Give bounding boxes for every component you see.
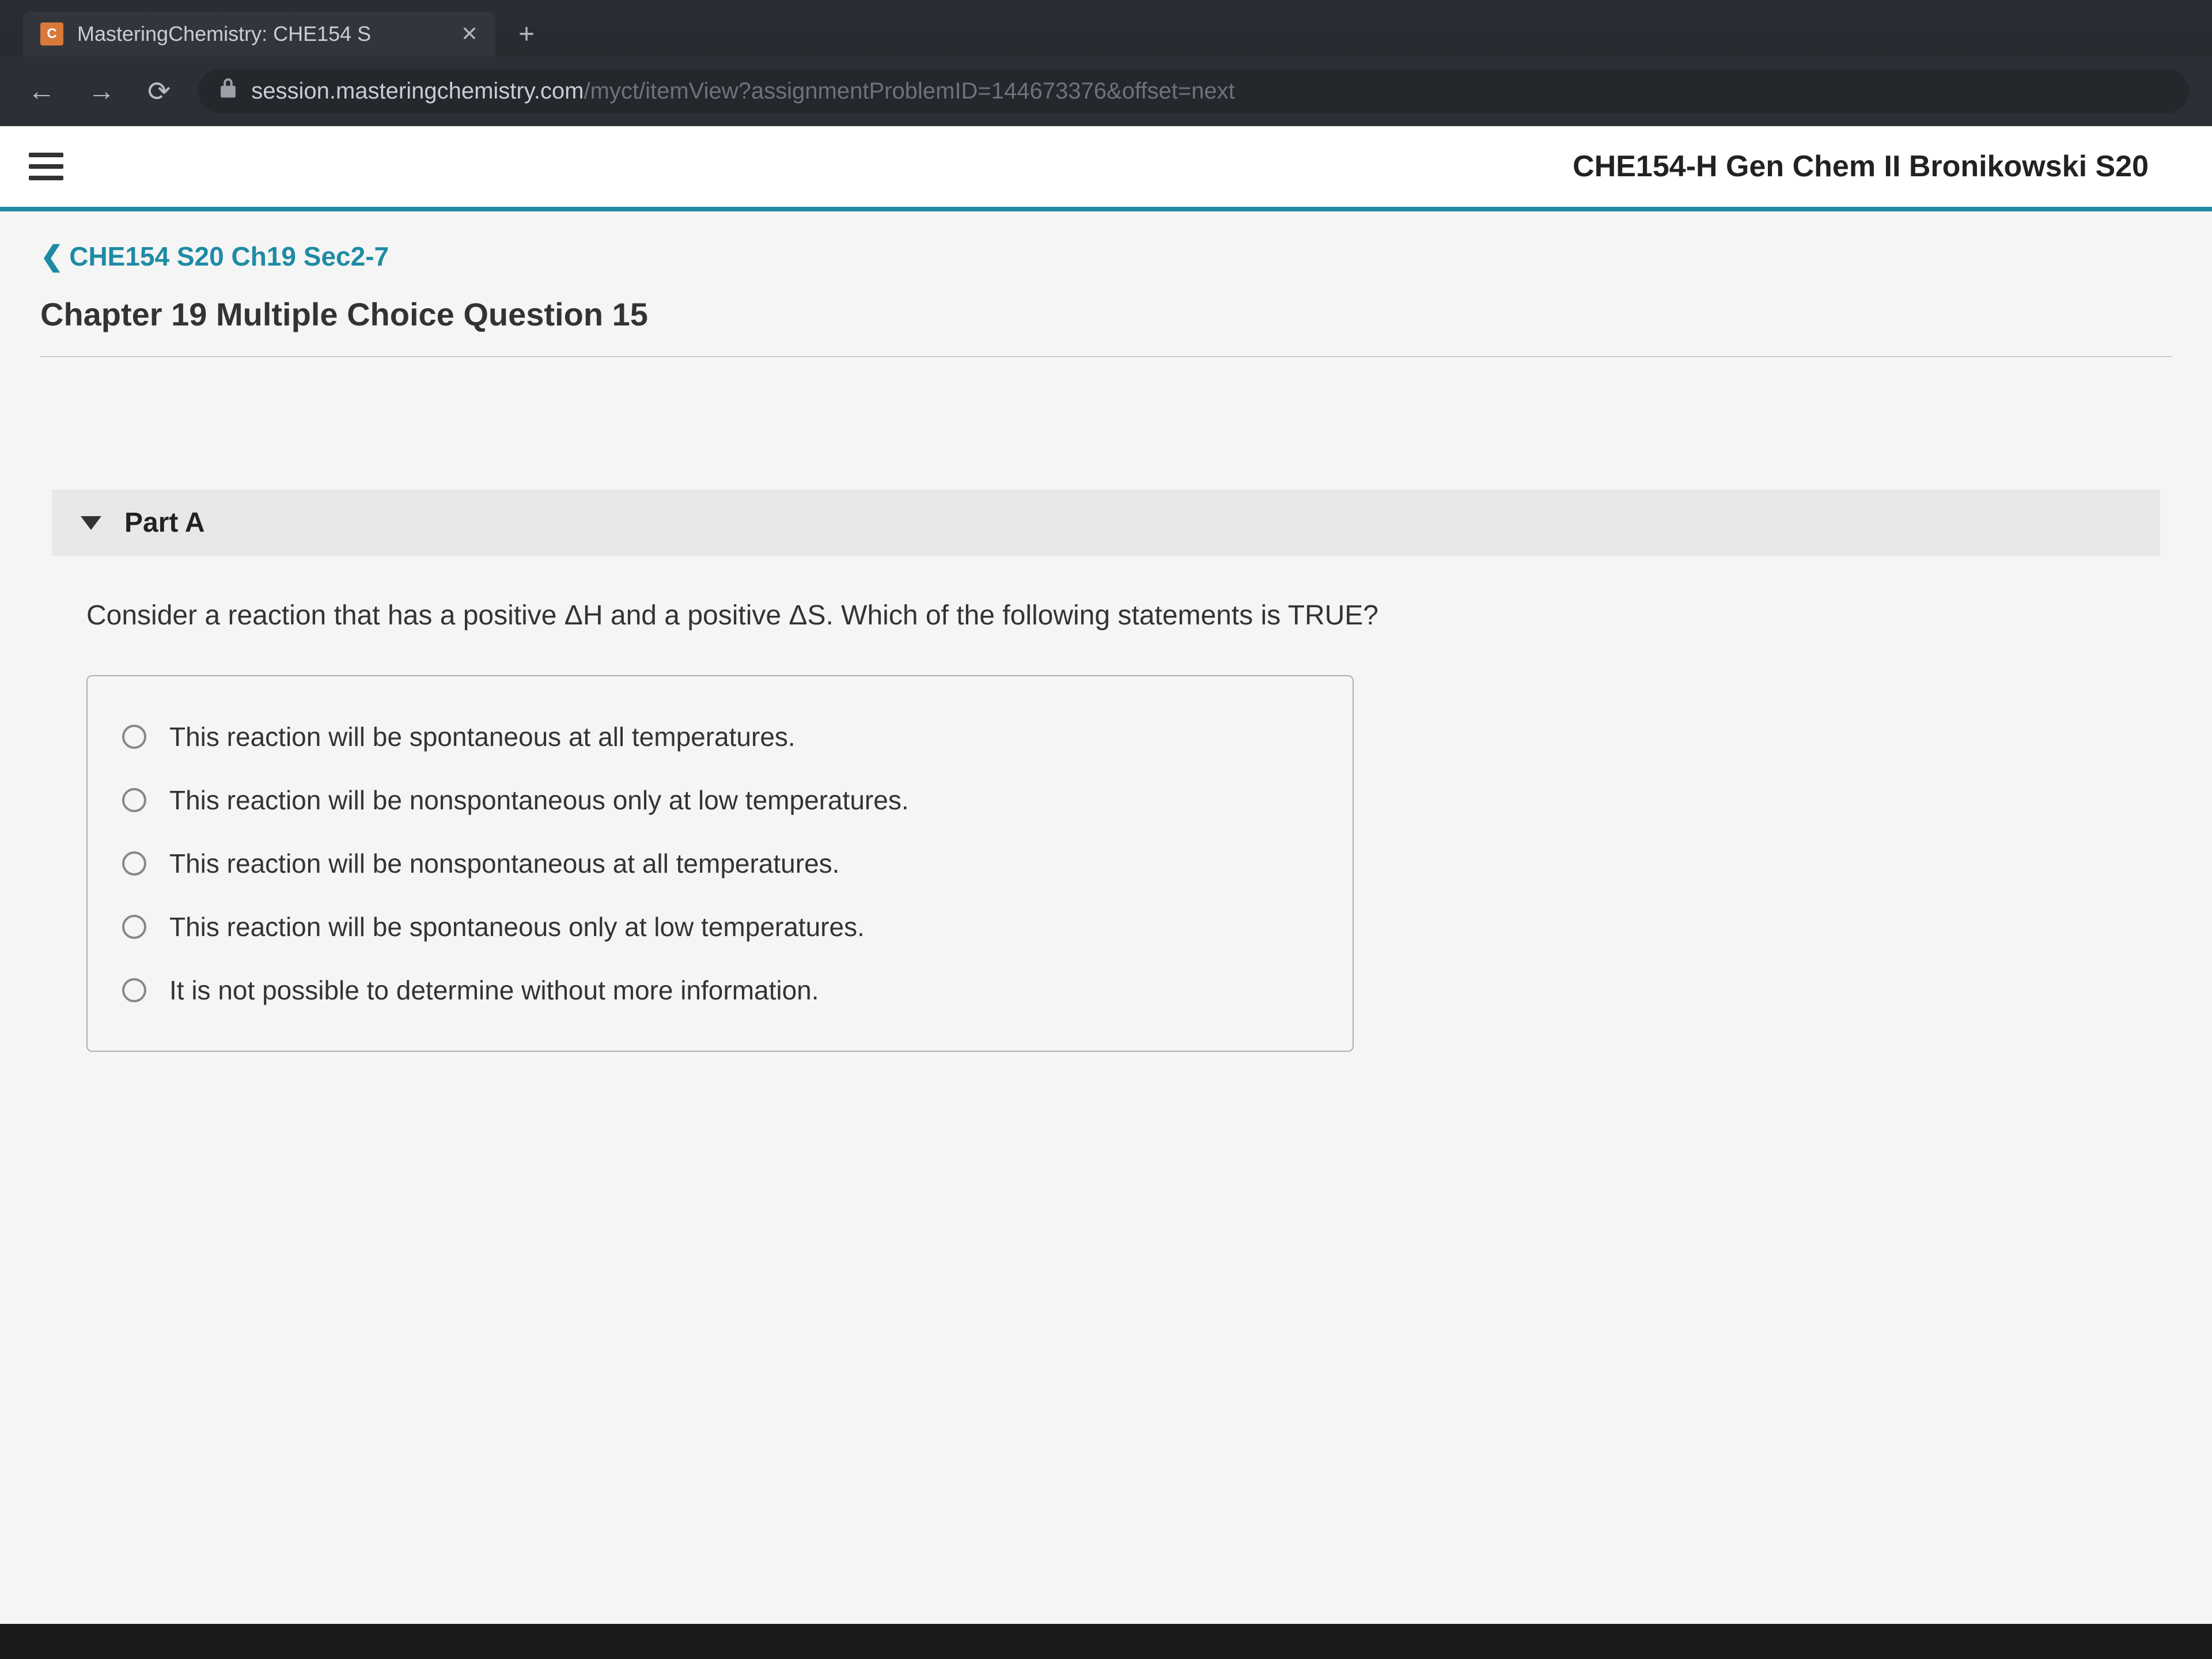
radio-icon[interactable] [122, 915, 146, 939]
radio-icon[interactable] [122, 788, 146, 812]
forward-button[interactable]: → [83, 71, 120, 112]
part-label: Part A [124, 507, 205, 539]
option-row[interactable]: It is not possible to determine without … [122, 959, 1318, 1022]
option-text: This reaction will be nonspontaneous at … [169, 848, 839, 879]
close-icon[interactable]: ✕ [461, 22, 478, 46]
radio-icon[interactable] [122, 978, 146, 1002]
radio-icon[interactable] [122, 725, 146, 749]
url-domain: session.masteringchemistry.com [251, 78, 584, 104]
question-prompt: Consider a reaction that has a positive … [52, 556, 2160, 675]
address-bar-row: ← → ⟳ session.masteringchemistry.com/myc… [0, 56, 2212, 126]
url-path: /myct/itemView?assignmentProblemID=14467… [584, 78, 1234, 104]
url-text: session.masteringchemistry.com/myct/item… [251, 78, 1235, 104]
tab-title: MasteringChemistry: CHE154 S [77, 22, 447, 46]
option-text: This reaction will be spontaneous only a… [169, 911, 865, 942]
breadcrumb-section: ❮ CHE154 S20 Ch19 Sec2-7 Chapter 19 Mult… [0, 211, 2212, 374]
radio-icon[interactable] [122, 851, 146, 876]
app-header: CHE154-H Gen Chem II Bronikowski S20 [0, 126, 2212, 211]
question-title: Chapter 19 Multiple Choice Question 15 [40, 296, 2172, 357]
option-row[interactable]: This reaction will be spontaneous only a… [122, 895, 1318, 959]
address-bar[interactable]: session.masteringchemistry.com/myct/item… [198, 69, 2189, 113]
chevron-left-icon: ❮ [40, 240, 63, 272]
browser-tab[interactable]: C MasteringChemistry: CHE154 S ✕ [23, 12, 495, 56]
browser-chrome: C MasteringChemistry: CHE154 S ✕ + ← → ⟳… [0, 0, 2212, 126]
option-row[interactable]: This reaction will be spontaneous at all… [122, 705, 1318, 768]
caret-down-icon [81, 516, 101, 530]
option-text: This reaction will be nonspontaneous onl… [169, 785, 909, 816]
tab-bar: C MasteringChemistry: CHE154 S ✕ + [0, 12, 2212, 56]
content-area: CHE154-H Gen Chem II Bronikowski S20 ❮ C… [0, 126, 2212, 1624]
options-box: This reaction will be spontaneous at all… [86, 675, 1354, 1052]
option-text: This reaction will be spontaneous at all… [169, 721, 796, 752]
option-row[interactable]: This reaction will be nonspontaneous at … [122, 832, 1318, 895]
option-row[interactable]: This reaction will be nonspontaneous onl… [122, 768, 1318, 832]
course-title: CHE154-H Gen Chem II Bronikowski S20 [1573, 149, 2149, 184]
question-body: Part A Consider a reaction that has a po… [0, 374, 2212, 1086]
part-header[interactable]: Part A [52, 490, 2160, 556]
lock-icon [219, 78, 237, 104]
back-button[interactable]: ← [23, 71, 60, 112]
new-tab-button[interactable]: + [518, 18, 535, 50]
favicon-icon: C [40, 22, 63, 46]
option-text: It is not possible to determine without … [169, 975, 819, 1006]
reload-button[interactable]: ⟳ [143, 71, 175, 112]
breadcrumb-link[interactable]: ❮ CHE154 S20 Ch19 Sec2-7 [40, 240, 389, 272]
menu-icon[interactable] [29, 153, 63, 180]
breadcrumb-text: CHE154 S20 Ch19 Sec2-7 [69, 241, 389, 272]
